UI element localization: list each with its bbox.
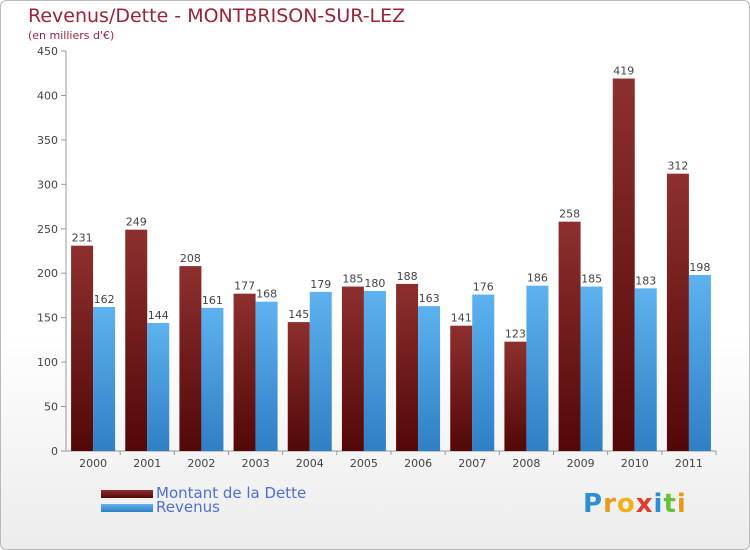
bar-debt [287, 322, 310, 451]
x-tick-label: 2010 [621, 457, 649, 470]
data-label-debt: 141 [451, 312, 472, 325]
data-label-debt: 185 [342, 273, 363, 286]
bar-revenue [580, 286, 603, 451]
x-tick-label: 2007 [458, 457, 486, 470]
y-tick-label: 450 [37, 45, 58, 58]
bar-revenue [472, 294, 495, 451]
bar-debt [233, 293, 256, 451]
y-tick-label: 300 [37, 178, 58, 191]
bar-revenue [688, 275, 711, 451]
y-tick-label: 50 [44, 401, 58, 414]
data-label-debt: 177 [234, 280, 255, 293]
bar-debt [666, 173, 689, 451]
y-tick-label: 0 [51, 445, 58, 458]
logo-letter: P [583, 489, 604, 519]
y-tick-label: 200 [37, 267, 58, 280]
data-label-debt: 231 [72, 232, 93, 245]
bar-revenue [201, 307, 224, 451]
bar-revenue [93, 307, 116, 451]
data-label-debt: 188 [397, 270, 418, 283]
bar-debt [71, 245, 94, 451]
bar-debt [179, 266, 202, 451]
bar-revenue [418, 306, 441, 451]
bar-revenue [147, 323, 170, 451]
data-label-debt: 208 [180, 252, 201, 265]
data-label-revenue: 161 [202, 294, 223, 307]
bar-debt [341, 286, 364, 451]
bar-revenue [634, 288, 657, 451]
logo-letter: t [663, 489, 677, 519]
logo-letter: x [635, 489, 654, 519]
legend-label-debt: Montant de la Dette [156, 484, 307, 502]
data-label-debt: 312 [667, 160, 688, 173]
x-tick-label: 2001 [133, 457, 161, 470]
data-label-debt: 258 [559, 208, 580, 221]
legend-swatch-debt [101, 490, 153, 498]
bar-revenue [309, 291, 332, 451]
data-label-revenue: 176 [473, 281, 494, 294]
legend-label-revenue: Revenus [156, 498, 220, 516]
y-tick-label: 100 [37, 356, 58, 369]
data-label-debt: 249 [126, 216, 147, 229]
logo-letter: i [676, 489, 687, 519]
x-tick-label: 2008 [512, 457, 540, 470]
data-label-revenue: 183 [635, 274, 656, 287]
data-label-revenue: 179 [310, 278, 331, 291]
data-label-debt: 123 [505, 328, 526, 341]
data-label-revenue: 163 [419, 292, 440, 305]
bar-debt [396, 283, 419, 451]
logo-letter: r [603, 489, 617, 519]
logo-letter: o [616, 489, 636, 519]
bar-revenue [255, 301, 278, 451]
y-tick-label: 400 [37, 89, 58, 102]
data-label-revenue: 168 [256, 288, 277, 301]
bar-debt [125, 229, 148, 451]
x-tick-label: 2006 [404, 457, 432, 470]
x-tick-label: 2000 [79, 457, 107, 470]
chart-title: Revenus/Dette - MONTBRISON-SUR-LEZ [28, 5, 406, 27]
data-label-revenue: 186 [527, 272, 548, 285]
chart-subtitle: (en milliers d'€) [28, 29, 115, 42]
x-tick-label: 2003 [242, 457, 270, 470]
legend-swatch-revenue [101, 504, 153, 512]
axes: 0 50 100 150 200 250 300 350 400 450 2000 2001 2002 2… [37, 45, 717, 470]
bar-revenue [363, 291, 386, 451]
x-tick-label: 2009 [567, 457, 595, 470]
x-tick-label: 2004 [296, 457, 324, 470]
data-label-debt: 145 [288, 308, 309, 321]
bar-revenue [526, 285, 549, 451]
x-tick-label: 2002 [187, 457, 215, 470]
y-tick-label: 150 [37, 312, 58, 325]
bar-debt [450, 325, 473, 451]
data-label-debt: 419 [613, 65, 634, 78]
proxiti-logo: Proxiti [583, 489, 687, 519]
y-tick-label: 250 [37, 223, 58, 236]
data-label-revenue: 198 [689, 261, 710, 274]
y-tick-label: 350 [37, 134, 58, 147]
bar-debt [558, 221, 581, 451]
data-label-revenue: 162 [94, 293, 115, 306]
data-label-revenue: 144 [148, 309, 169, 322]
bars [71, 78, 711, 452]
x-tick-label: 2011 [675, 457, 703, 470]
x-tick-label: 2005 [350, 457, 378, 470]
data-label-revenue: 185 [581, 273, 602, 286]
data-label-revenue: 180 [364, 277, 385, 290]
bar-debt [612, 78, 635, 452]
bar-debt [504, 341, 527, 451]
logo-letter: i [653, 489, 664, 519]
